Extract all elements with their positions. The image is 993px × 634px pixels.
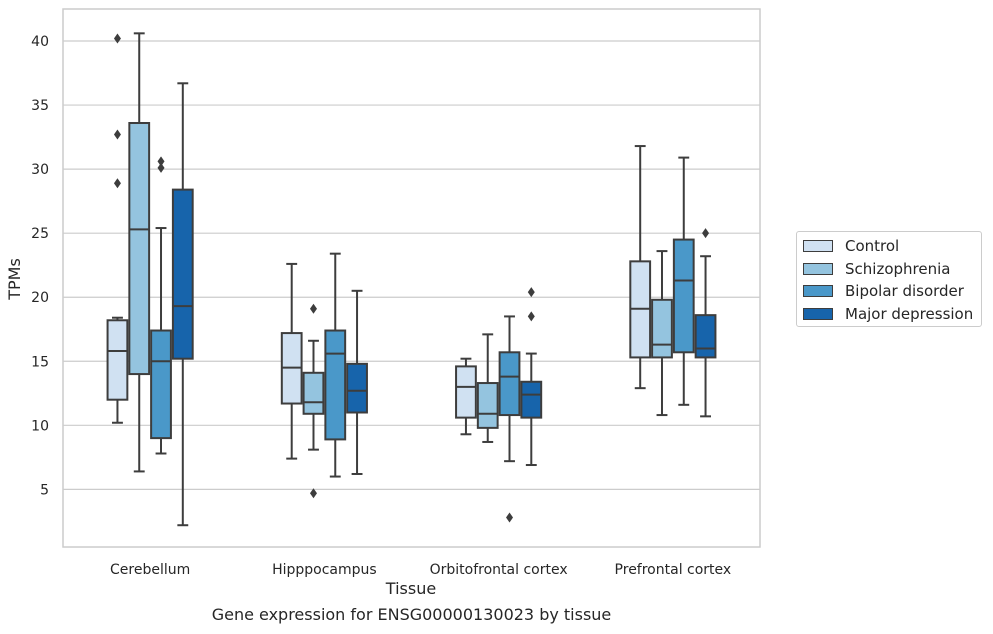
y-tick-label: 30	[31, 162, 49, 178]
iqr-box	[128, 122, 151, 376]
box-major-depression	[171, 82, 194, 527]
iqr-box	[672, 238, 695, 354]
x-tick-labels: Cerebellum Hipppocampus Orbitofrontal cort…	[110, 562, 731, 578]
iqr-box	[520, 380, 543, 419]
iqr-box	[498, 351, 521, 417]
y-tick-label: 10	[31, 418, 49, 434]
box-control	[629, 145, 652, 390]
box-major-depression	[520, 287, 543, 467]
outlier-point	[113, 178, 121, 189]
box-bipolar-disorder	[672, 156, 695, 406]
legend-item: Schizophrenia	[803, 260, 950, 278]
box-schizophrenia	[128, 32, 151, 473]
outlier-point	[309, 488, 317, 499]
iqr-box	[150, 329, 172, 440]
legend-item: Control	[803, 237, 899, 255]
box-control	[106, 33, 129, 424]
iqr-box	[651, 298, 673, 359]
y-tick-labels: 5 10 15 20 25 30 35 40	[31, 34, 49, 498]
x-tick-label: Cerebellum	[110, 562, 190, 578]
box-schizophrenia	[651, 250, 673, 417]
legend-item: Bipolar disorder	[803, 282, 964, 300]
figure-caption: Gene expression for ENSG00000130023 by t…	[211, 605, 612, 624]
legend-swatch	[803, 285, 833, 298]
box-bipolar-disorder	[324, 252, 347, 478]
box-bipolar-disorder	[498, 315, 521, 523]
legend-label: Bipolar disorder	[845, 282, 964, 301]
box-control	[280, 262, 303, 460]
box-bipolar-disorder	[150, 156, 172, 455]
iqr-box	[324, 329, 347, 441]
box-major-depression	[346, 289, 368, 475]
outlier-point	[527, 287, 535, 298]
legend-label: Major depression	[845, 304, 974, 323]
y-tick-label: 20	[31, 290, 49, 306]
box-control	[455, 357, 477, 436]
legend-swatch	[803, 307, 833, 320]
outlier-point	[113, 129, 121, 140]
outlier-point	[702, 228, 710, 239]
iqr-box	[346, 362, 368, 414]
box-schizophrenia	[302, 303, 325, 499]
legend-label: Schizophrenia	[845, 259, 951, 278]
iqr-box	[106, 319, 129, 401]
iqr-box	[171, 188, 194, 360]
iqr-box	[694, 314, 717, 359]
iqr-box	[455, 365, 477, 419]
legend-swatch	[803, 262, 833, 275]
plot-frame	[62, 8, 761, 548]
y-tick-label: 40	[31, 34, 49, 50]
x-axis-label: Tissue	[385, 579, 436, 598]
y-tick-label: 35	[31, 98, 49, 114]
y-axis-label: TPMs	[5, 258, 24, 301]
outlier-point	[113, 33, 121, 44]
y-tick-label: 25	[31, 226, 49, 242]
iqr-box	[476, 382, 499, 429]
legend-item: Major depression	[803, 305, 973, 323]
x-tick-label: Orbitofrontal cortex	[430, 562, 568, 578]
outlier-point	[157, 156, 165, 167]
x-tick-label: Hipppocampus	[272, 562, 377, 578]
y-tick-label: 5	[40, 482, 49, 498]
box-major-depression	[694, 228, 717, 418]
legend-label: Control	[845, 237, 900, 255]
x-tick-label: Prefrontal cortex	[615, 562, 732, 578]
legend: Control Schizophrenia Bipolar disorder Majo…	[796, 231, 982, 327]
outlier-point	[157, 162, 165, 173]
box-schizophrenia	[476, 333, 499, 443]
box-groups	[106, 32, 717, 527]
y-tick-label: 15	[31, 354, 49, 370]
legend-swatch	[803, 240, 833, 252]
outlier-point	[309, 303, 317, 314]
outlier-point	[506, 512, 514, 523]
outlier-point	[527, 311, 535, 322]
iqr-box	[302, 371, 325, 415]
